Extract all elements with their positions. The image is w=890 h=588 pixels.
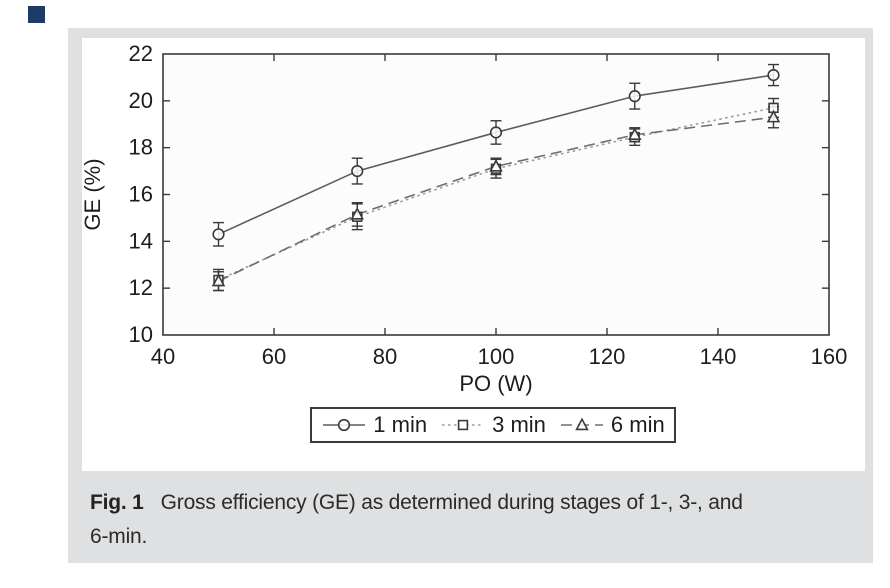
y-axis-ticks: [163, 100, 829, 289]
figure-card: 40 60 80 100 120 140 160 10 12 14 16 18 20 22 PO (W) GE…: [68, 28, 873, 563]
figure-caption-text-line2: 6-min.: [90, 525, 148, 548]
svg-text:14: 14: [129, 228, 153, 253]
series-markers-1-min: [212, 68, 780, 241]
legend-marker-square-icon: [442, 419, 485, 431]
series-markers-6-min: [211, 109, 781, 287]
y-axis-label: GE (%): [82, 158, 105, 230]
figure-caption-label: Fig. 1: [90, 491, 144, 514]
figure-area: 40 60 80 100 120 140 160 10 12 14 16 18 20 22 PO (W) GE…: [82, 38, 865, 471]
legend-item-3-min: 3 min: [440, 412, 546, 438]
svg-text:140: 140: [700, 344, 737, 369]
brand-square: [28, 6, 45, 23]
figure-caption: Fig. 1 Gross efficiency (GE) as determine…: [90, 486, 850, 554]
svg-text:80: 80: [373, 344, 397, 369]
x-axis-ticks: [273, 54, 719, 335]
legend-label: 6 min: [610, 412, 665, 437]
legend-label: 3 min: [492, 412, 546, 437]
svg-text:10: 10: [129, 322, 153, 347]
svg-text:20: 20: [129, 88, 153, 113]
plot-frame: [162, 53, 830, 336]
svg-text:40: 40: [151, 344, 175, 369]
svg-text:12: 12: [129, 275, 153, 300]
x-tick-labels: 40 60 80 100 120 140 160: [151, 344, 848, 369]
svg-text:22: 22: [129, 41, 153, 66]
legend-marker-triangle-icon: [560, 417, 603, 431]
svg-text:60: 60: [262, 344, 286, 369]
y-tick-labels: 10 12 14 16 18 20 22: [129, 41, 153, 347]
svg-text:160: 160: [811, 344, 848, 369]
svg-text:16: 16: [129, 182, 153, 207]
legend-marker-circle-icon: [323, 418, 366, 432]
series-line-6-min: [218, 116, 774, 282]
chart-legend: 1 min 3 min 6 min: [310, 407, 676, 443]
legend-item-1-min: 1 min: [321, 412, 427, 438]
legend-label: 1 min: [373, 412, 428, 437]
svg-text:100: 100: [478, 344, 515, 369]
x-axis-label: PO (W): [459, 371, 532, 396]
chart-svg: 40 60 80 100 120 140 160 10 12 14 16 18 20 22 PO (W) GE…: [82, 41, 848, 396]
figure-caption-text-line1: Gross efficiency (GE) as determined duri…: [160, 491, 743, 514]
svg-text:120: 120: [589, 344, 626, 369]
svg-text:18: 18: [129, 135, 153, 160]
legend-item-6-min: 6 min: [559, 412, 665, 438]
